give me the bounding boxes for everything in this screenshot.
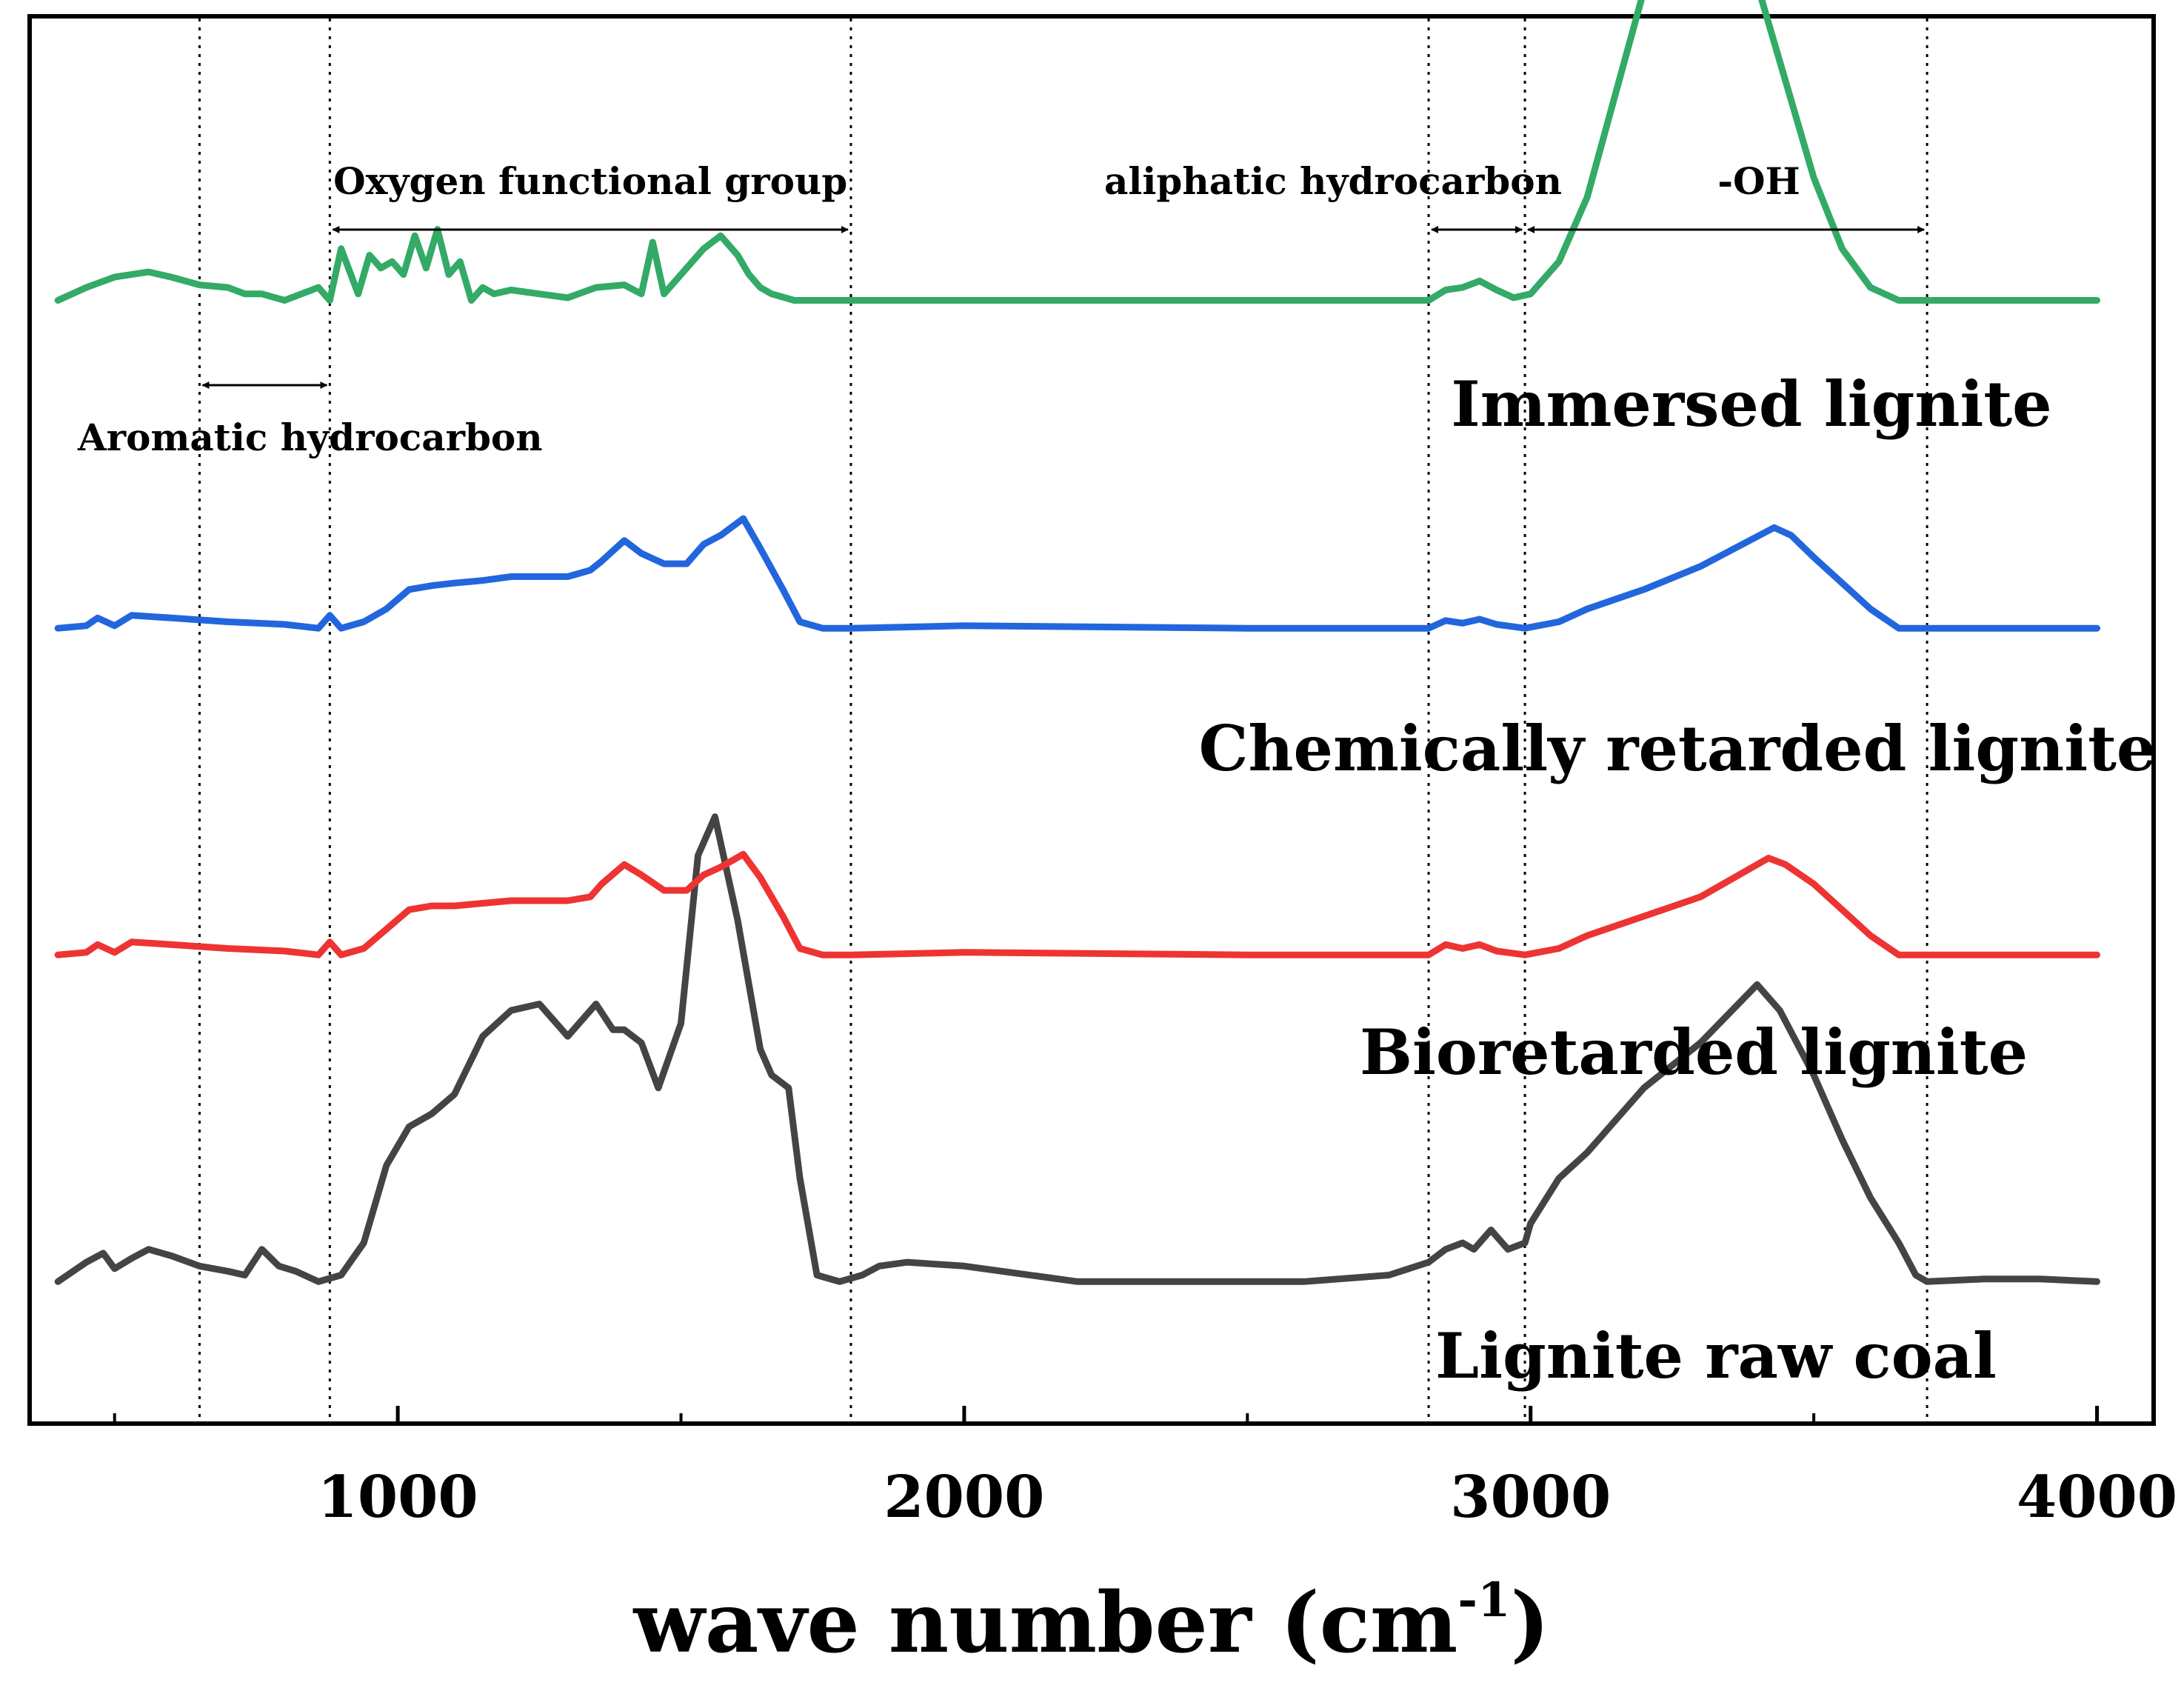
series-line-bioretarded-lignite — [54, 850, 2100, 958]
series-label-chemically-retarded-lignite: Chemically retarded lignite — [1199, 712, 2157, 785]
x-tick-label-4000: 4000 — [2017, 1464, 2177, 1531]
annotation-label-3: Aromatic hydrocarbon — [77, 416, 543, 459]
plot-frame — [27, 14, 2156, 1426]
x-axis-title-superscript: -1 — [1457, 1572, 1510, 1628]
series-line-lignite-raw-coal — [54, 813, 2100, 1285]
series-line-chemically-retarded-lignite — [54, 515, 2100, 632]
annotation-label-0: Oxygen functional group — [333, 159, 847, 203]
x-axis-title-suffix: ) — [1511, 1575, 1550, 1672]
x-tick-label-1000: 1000 — [318, 1464, 478, 1531]
series-label-bioretarded-lignite: Bioretarded lignite — [1360, 1015, 2028, 1089]
series-layer — [54, 0, 2100, 1285]
reference-lines — [198, 19, 1928, 1421]
x-tick-label-2000: 2000 — [884, 1464, 1044, 1531]
annotation-label-1: aliphatic hydrocarbon — [1104, 159, 1562, 203]
x-axis-title-main: wave number (cm — [632, 1575, 1457, 1672]
x-tick-label-3000: 3000 — [1450, 1464, 1611, 1531]
annotation-layer: Oxygen functional group aliphatic hydroca… — [77, 159, 1926, 459]
series-label-lignite-raw-coal: Lignite raw coal — [1435, 1319, 1997, 1393]
x-axis-title: wave number (cm-1) — [632, 1572, 1549, 1672]
series-line-immersed-lignite — [54, 0, 2100, 304]
x-axis-ticks: 1000 2000 3000 4000 — [113, 1406, 2177, 1531]
series-label-immersed-lignite: Immersed lignite — [1451, 367, 2051, 441]
annotation-label-2: -OH — [1717, 159, 1800, 203]
